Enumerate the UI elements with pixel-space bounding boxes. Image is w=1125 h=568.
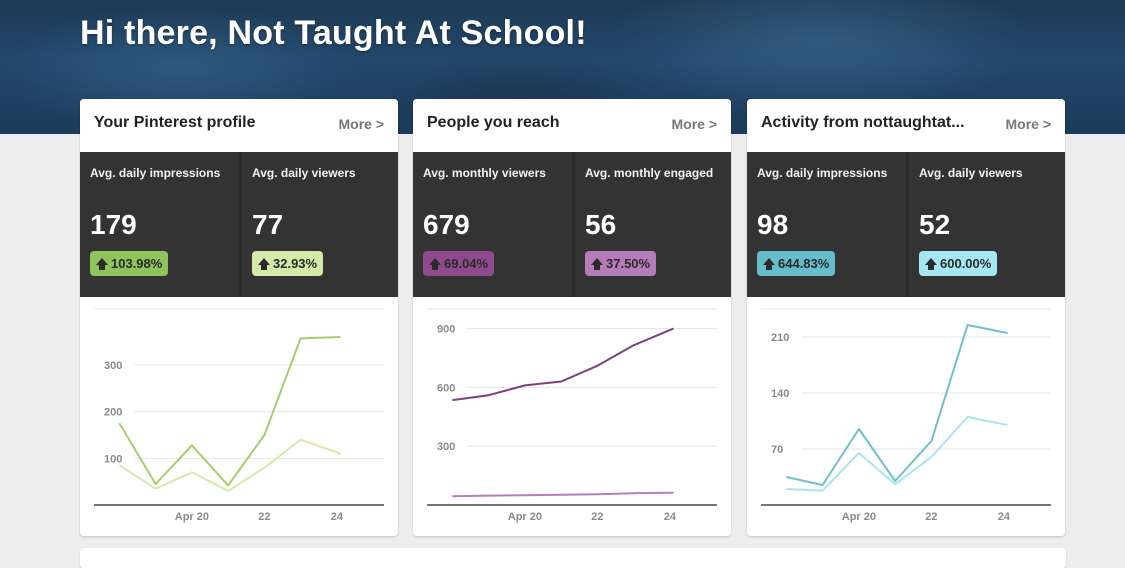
y-tick-label: 300	[437, 441, 455, 453]
change-value: 103.98%	[111, 256, 163, 271]
change-badge: 37.50%	[585, 251, 657, 276]
stats-panel: Avg. daily impressions 179 103.98% Avg. …	[80, 152, 398, 297]
card-title: Your Pinterest profile	[94, 114, 256, 131]
card-header: People you reach More >	[413, 99, 731, 152]
line-chart[interactable]: 70 140 210 Apr 20 22 24	[747, 297, 1065, 536]
stat-label: Avg. monthly viewers	[423, 166, 546, 180]
card-header: Activity from nottaughtat... More >	[747, 99, 1065, 152]
change-value: 37.50%	[606, 256, 651, 271]
change-value: 69.04%	[444, 256, 489, 271]
line-chart[interactable]: 300 600 900 Apr 20 22 24	[413, 297, 731, 536]
stat-avg-monthly-engaged: Avg. monthly engaged 56 37.50%	[572, 152, 731, 297]
x-tick-label: 24	[331, 511, 344, 523]
change-value: 644.83%	[778, 256, 830, 271]
change-value: 600.00%	[940, 256, 992, 271]
x-tick-label: 22	[258, 511, 270, 523]
x-tick-label: Apr 20	[842, 511, 876, 523]
x-tick-label: 22	[591, 511, 603, 523]
stat-value: 98	[757, 209, 789, 240]
x-tick-label: 24	[998, 511, 1011, 523]
change-badge: 103.98%	[90, 251, 169, 276]
series-line-1	[118, 336, 341, 487]
stat-label: Avg. monthly engaged	[585, 166, 714, 180]
more-link[interactable]: More >	[1005, 116, 1051, 132]
stat-avg-monthly-viewers: Avg. monthly viewers 679 69.04%	[413, 152, 572, 297]
series-line-1	[786, 324, 1008, 486]
line-chart[interactable]: 100 200 300 Apr 20 22 24	[80, 297, 398, 536]
stat-value: 179	[90, 209, 137, 240]
chart-svg: 70 140 210 Apr 20 22 24	[761, 308, 1051, 523]
card-title: People you reach	[427, 114, 560, 131]
arrow-up-icon	[763, 258, 775, 271]
stat-avg-daily-viewers: Avg. daily viewers 52 600.00%	[906, 152, 1065, 297]
arrow-up-icon	[258, 258, 270, 271]
change-value: 32.93%	[273, 256, 318, 271]
stat-value: 56	[585, 209, 617, 240]
more-link[interactable]: More >	[338, 116, 384, 132]
stat-label: Avg. daily impressions	[757, 166, 888, 180]
arrow-up-icon	[429, 258, 441, 271]
x-tick-label: Apr 20	[175, 511, 209, 523]
x-tick-label: 22	[925, 511, 937, 523]
change-badge: 69.04%	[423, 251, 495, 276]
chart-svg: 100 200 300 Apr 20 22 24	[94, 308, 384, 523]
y-tick-label: 210	[771, 332, 789, 344]
change-badge: 644.83%	[757, 251, 836, 276]
stat-label: Avg. daily impressions	[90, 166, 221, 180]
y-tick-label: 200	[104, 407, 122, 419]
card-title: Activity from nottaughtat...	[761, 114, 965, 131]
y-tick-label: 70	[771, 444, 783, 456]
arrow-up-icon	[96, 258, 108, 271]
chart-svg: 300 600 900 Apr 20 22 24	[427, 308, 717, 523]
series-line-2	[452, 491, 674, 498]
stat-label: Avg. daily viewers	[252, 166, 356, 180]
y-tick-label: 600	[437, 382, 455, 394]
y-tick-label: 900	[437, 324, 455, 336]
series-line-1	[452, 327, 674, 402]
series-line-2	[786, 416, 1008, 492]
stat-value: 52	[919, 209, 951, 240]
stat-avg-daily-impressions: Avg. daily impressions 98 644.83%	[747, 152, 906, 297]
y-tick-label: 100	[104, 453, 122, 465]
stats-panel: Avg. daily impressions 98 644.83% Avg. d…	[747, 152, 1065, 297]
card-people-you-reach: People you reach More > Avg. monthly vie…	[413, 99, 731, 536]
x-tick-label: 24	[664, 511, 677, 523]
arrow-up-icon	[925, 258, 937, 271]
stats-panel: Avg. monthly viewers 679 69.04% Avg. mon…	[413, 152, 731, 297]
y-tick-label: 300	[104, 360, 122, 372]
card-pinterest-profile: Your Pinterest profile More > Avg. daily…	[80, 99, 398, 536]
card-activity: Activity from nottaughtat... More > Avg.…	[747, 99, 1065, 536]
stat-avg-daily-impressions: Avg. daily impressions 179 103.98%	[80, 152, 239, 297]
change-badge: 32.93%	[252, 251, 324, 276]
stat-avg-daily-viewers: Avg. daily viewers 77 32.93%	[239, 152, 398, 297]
stat-value: 77	[252, 209, 284, 240]
stat-value: 679	[423, 209, 470, 240]
next-card-edge	[80, 548, 1066, 568]
stat-label: Avg. daily viewers	[919, 166, 1023, 180]
card-header: Your Pinterest profile More >	[80, 99, 398, 152]
arrow-up-icon	[591, 258, 603, 271]
x-tick-label: Apr 20	[508, 511, 542, 523]
greeting-title: Hi there, Not Taught At School!	[80, 14, 587, 52]
more-link[interactable]: More >	[671, 116, 717, 132]
series-line-2	[118, 438, 341, 492]
y-tick-label: 140	[771, 388, 789, 400]
change-badge: 600.00%	[919, 251, 998, 276]
